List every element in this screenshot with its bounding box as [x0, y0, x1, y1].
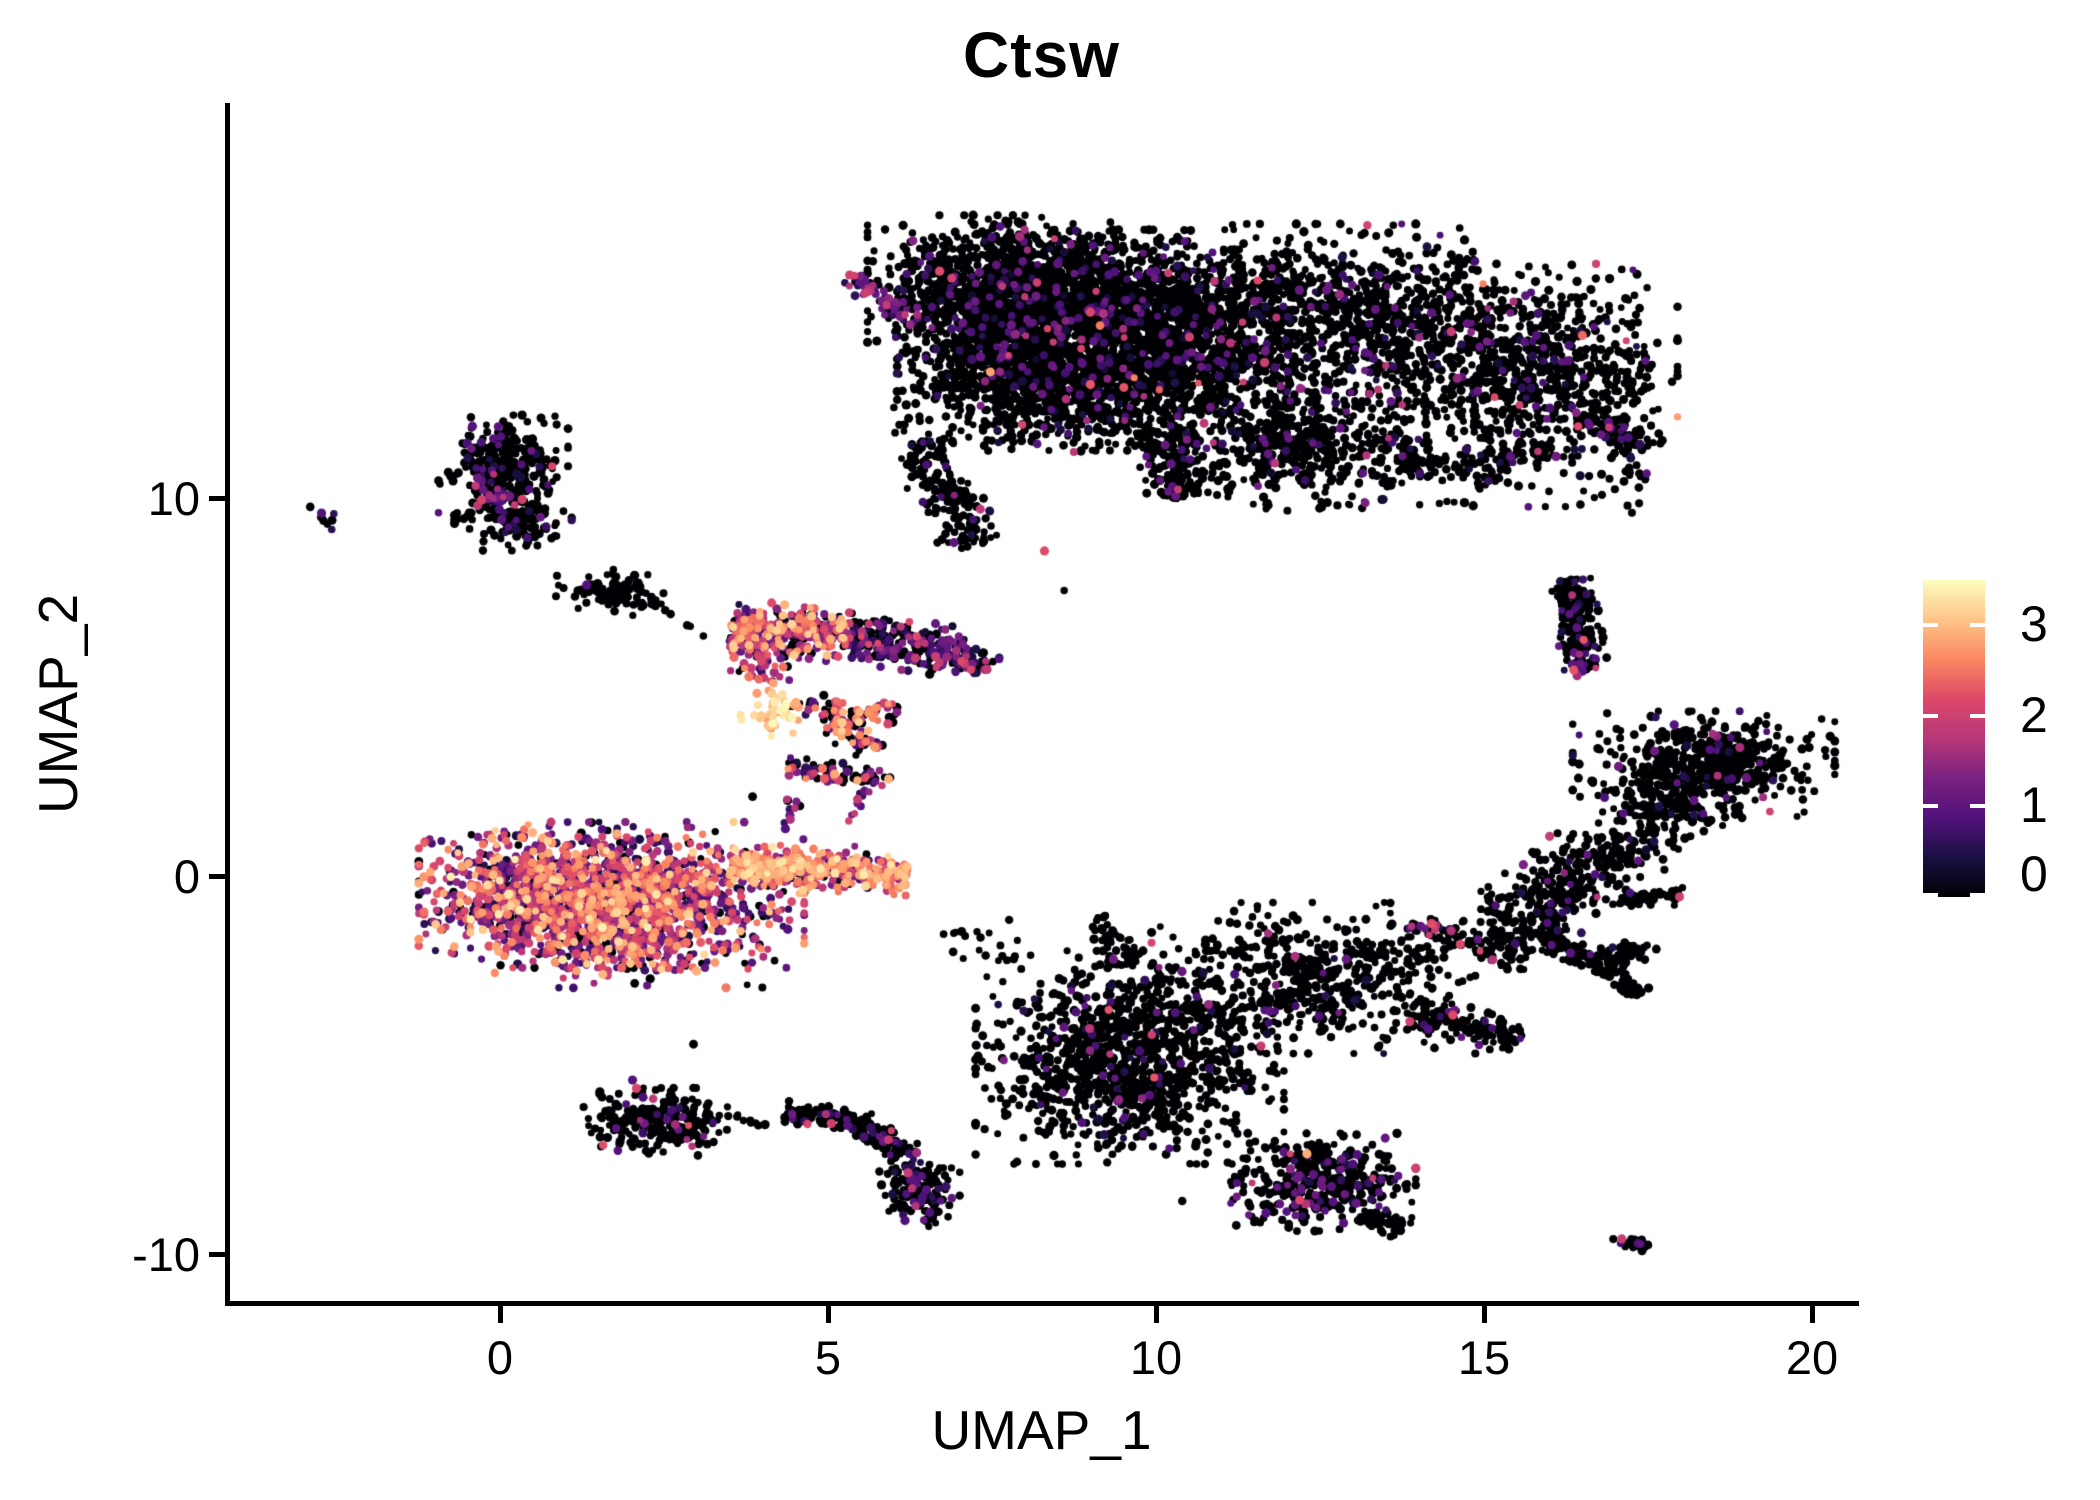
x-tick-label: 0 — [486, 1331, 514, 1384]
y-tick-label: 10 — [147, 472, 200, 525]
colorbar-tick — [1923, 623, 1938, 628]
x-tick — [1153, 1306, 1159, 1323]
colorbar-tick — [1923, 893, 1938, 897]
x-tick-label: 15 — [1457, 1331, 1511, 1384]
x-tick — [1481, 1306, 1487, 1323]
y-tick — [209, 873, 226, 879]
colorbar-tick-label: 2 — [2020, 686, 2048, 743]
x-axis-line — [225, 1301, 1859, 1306]
colorbar-tick-label: 0 — [2020, 846, 2048, 902]
y-tick-label: 0 — [173, 850, 200, 903]
colorbar-tick — [1970, 623, 1985, 628]
y-tick — [209, 495, 226, 501]
x-tick-label: 10 — [1129, 1331, 1183, 1384]
x-tick — [497, 1306, 503, 1323]
colorbar-tick — [1923, 713, 1938, 718]
x-tick — [1809, 1306, 1815, 1323]
x-tick — [825, 1306, 831, 1323]
x-axis-title: UMAP_1 — [931, 1399, 1152, 1461]
colorbar-tick-label: 3 — [2020, 596, 2048, 653]
colorbar-tick — [1923, 804, 1938, 809]
colorbar-gradient — [1923, 580, 1985, 897]
colorbar-tick — [1970, 893, 1985, 897]
y-tick-label: -10 — [132, 1228, 200, 1281]
y-axis-line — [225, 103, 230, 1305]
x-tick-label: 5 — [814, 1331, 842, 1384]
colorbar-tick — [1970, 804, 1985, 809]
y-axis-title: UMAP_2 — [27, 593, 89, 815]
colorbar-tick — [1970, 713, 1985, 718]
colorbar-legend: 3 2 1 0 — [1923, 580, 2100, 902]
x-tick-label: 20 — [1785, 1331, 1839, 1384]
y-tick — [209, 1251, 226, 1257]
colorbar-tick-label: 1 — [2020, 777, 2048, 834]
